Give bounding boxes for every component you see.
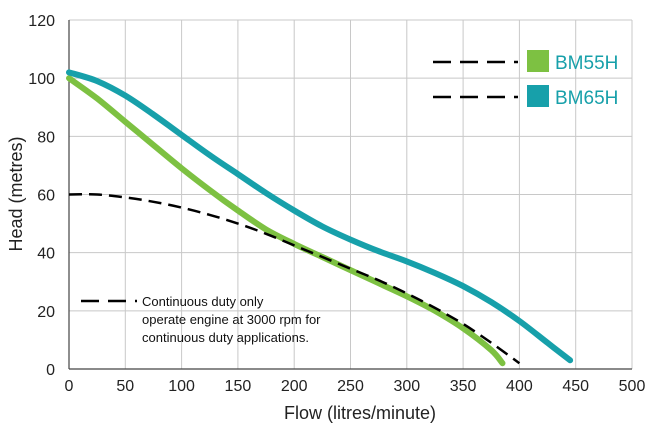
x-tick-label: 200	[281, 378, 308, 395]
legend-swatch-bm65h	[527, 85, 549, 107]
y-tick-label: 80	[37, 129, 55, 146]
series-line-bm65h	[66, 69, 574, 364]
y-tick-label: 100	[28, 71, 55, 88]
y-tick-label: 0	[46, 362, 55, 379]
x-tick-label: 400	[506, 378, 533, 395]
x-axis-title: Flow (litres/minute)	[284, 403, 436, 423]
x-tick-label: 500	[619, 378, 646, 395]
x-tick-label: 450	[562, 378, 589, 395]
x-tick-label: 250	[337, 378, 364, 395]
y-tick-label: 60	[37, 188, 55, 205]
y-tick-label: 120	[28, 13, 55, 30]
continuous-duty-annotation: Continuous duty only operate engine at 3…	[81, 294, 321, 345]
series-line-bm55h	[66, 75, 506, 367]
x-tick-labels: 0 50 100 150 200 250 300 350 400 450 500	[65, 378, 646, 395]
annotation-line-1: Continuous duty only	[142, 294, 264, 309]
data-series	[66, 69, 574, 367]
x-tick-label: 350	[450, 378, 477, 395]
x-tick-label: 0	[65, 378, 74, 395]
y-tick-labels: 0 20 40 60 80 100 120	[28, 13, 55, 379]
legend-label-bm65h: BM65H	[555, 88, 618, 109]
y-axis-title: Head (metres)	[6, 136, 26, 251]
x-tick-label: 100	[168, 378, 195, 395]
x-tick-label: 150	[225, 378, 252, 395]
annotation-line-2: operate engine at 3000 rpm for	[142, 312, 321, 327]
x-tick-label: 50	[116, 378, 134, 395]
y-tick-label: 40	[37, 246, 55, 263]
series-line-continuous-duty-only	[68, 193, 521, 365]
x-tick-label: 300	[393, 378, 420, 395]
legend-label-bm55h: BM55H	[555, 53, 618, 74]
legend-swatch-bm55h	[527, 50, 549, 72]
annotation-line-3: continuous duty applications.	[142, 330, 309, 345]
grid-lines	[69, 19, 633, 369]
legend: BM55H BM65H	[433, 50, 618, 109]
y-tick-label: 20	[37, 304, 55, 321]
